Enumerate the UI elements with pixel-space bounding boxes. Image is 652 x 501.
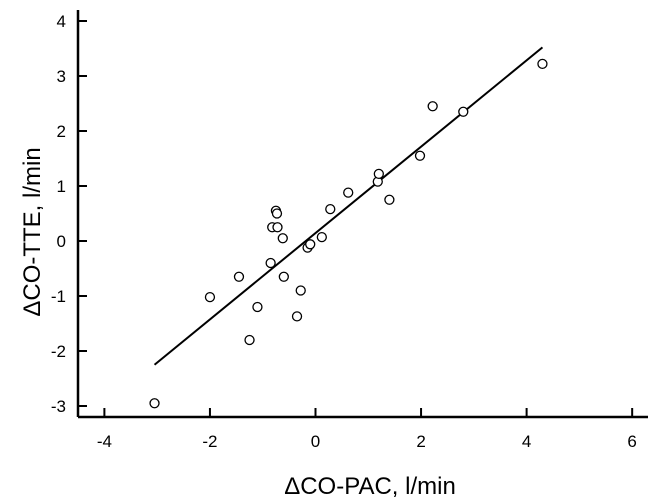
y-tick-label: 0 [57,232,66,251]
data-point [149,398,160,409]
x-tick-label: 2 [416,432,425,451]
data-point [343,187,354,198]
data-point [373,168,384,180]
y-axis-ticks: -3 -2 -1 0 1 2 3 4 [51,12,87,416]
data-point [458,106,469,117]
y-tick-label: 1 [57,177,66,196]
data-point [325,203,336,215]
data-point [204,291,216,303]
x-tick-label: 6 [627,432,636,451]
data-point [252,301,263,313]
x-tick-label: -4 [97,432,112,451]
data-point [295,285,306,296]
data-point [414,150,426,161]
data-point [244,334,255,346]
data-point [427,101,438,112]
data-point [271,208,283,219]
x-tick-label: -2 [202,432,217,451]
y-tick-label: 3 [57,67,66,86]
data-point [277,233,288,244]
x-tick-label: 0 [311,432,320,451]
regression-line [153,46,544,366]
y-axis-title: ΔCO-TTE, l/min [19,147,46,316]
data-point [265,257,276,269]
data-point [305,239,316,250]
data-point [316,231,327,243]
data-point [233,271,245,282]
data-point [291,311,303,322]
data-point [537,58,548,70]
data-point [272,222,283,233]
data-point [278,271,289,282]
y-tick-label: 2 [57,122,66,141]
x-tick-label: 4 [522,432,531,451]
data-point [384,194,395,205]
data-points [149,58,548,409]
x-axis-title: ΔCO-PAC, l/min [284,473,456,500]
y-tick-label: -3 [51,397,66,416]
y-tick-label: -2 [51,342,66,361]
y-tick-label: 4 [57,12,66,31]
y-tick-label: -1 [51,287,66,306]
x-axis-ticks: -4 -2 0 2 4 6 [97,408,637,451]
